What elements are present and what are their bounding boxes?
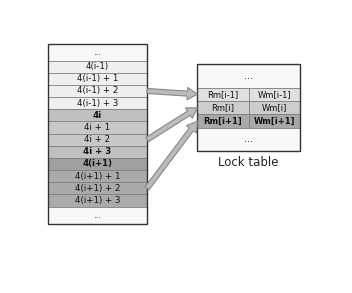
Text: Rm[i+1]: Rm[i+1] bbox=[204, 117, 243, 126]
Text: 4(i+1) + 1: 4(i+1) + 1 bbox=[75, 172, 120, 181]
Text: Rm[i]: Rm[i] bbox=[212, 103, 234, 112]
Bar bbox=[249, 115, 300, 128]
Bar bbox=[48, 85, 147, 97]
Bar bbox=[249, 101, 300, 115]
Bar bbox=[197, 88, 249, 101]
Text: Wm[i]: Wm[i] bbox=[262, 103, 287, 112]
Bar bbox=[48, 61, 147, 73]
Text: 4i: 4i bbox=[93, 111, 102, 120]
Text: Wm[i+1]: Wm[i+1] bbox=[253, 117, 295, 126]
Text: Lock table: Lock table bbox=[218, 156, 279, 169]
Text: 4(i+1): 4(i+1) bbox=[82, 159, 113, 168]
Bar bbox=[48, 182, 147, 194]
Text: 4i + 1: 4i + 1 bbox=[84, 123, 111, 132]
Bar bbox=[197, 128, 300, 151]
Text: 4(i-1) + 1: 4(i-1) + 1 bbox=[77, 74, 118, 83]
Bar bbox=[48, 44, 147, 61]
Bar bbox=[197, 101, 249, 115]
Bar bbox=[48, 170, 147, 182]
Bar bbox=[197, 64, 300, 88]
Bar bbox=[48, 44, 147, 224]
Text: ...: ... bbox=[94, 211, 101, 219]
Bar bbox=[48, 146, 147, 158]
Text: Wm[i-1]: Wm[i-1] bbox=[257, 90, 291, 99]
Bar bbox=[48, 207, 147, 224]
Text: 4(i+1) + 2: 4(i+1) + 2 bbox=[75, 184, 120, 193]
Text: Rm[i-1]: Rm[i-1] bbox=[207, 90, 239, 99]
Bar bbox=[48, 73, 147, 85]
Text: 4(i-1) + 2: 4(i-1) + 2 bbox=[77, 86, 118, 96]
FancyArrow shape bbox=[147, 87, 197, 100]
Text: ...: ... bbox=[94, 47, 101, 57]
Bar bbox=[48, 109, 147, 121]
Text: ...: ... bbox=[244, 134, 253, 144]
Bar bbox=[48, 121, 147, 134]
Text: 4i + 2: 4i + 2 bbox=[84, 135, 111, 144]
FancyArrow shape bbox=[145, 121, 197, 190]
Text: 4i + 3: 4i + 3 bbox=[83, 147, 112, 156]
Bar bbox=[48, 194, 147, 207]
Text: 4(i+1) + 3: 4(i+1) + 3 bbox=[75, 196, 120, 205]
Bar bbox=[249, 88, 300, 101]
Bar bbox=[48, 134, 147, 146]
Bar bbox=[197, 115, 249, 128]
Text: ...: ... bbox=[244, 71, 253, 81]
Bar bbox=[48, 97, 147, 109]
Bar bbox=[48, 158, 147, 170]
Bar bbox=[197, 64, 300, 151]
FancyArrow shape bbox=[146, 108, 197, 142]
Text: 4(i-1): 4(i-1) bbox=[86, 62, 109, 71]
Text: 4(i-1) + 3: 4(i-1) + 3 bbox=[77, 99, 118, 108]
